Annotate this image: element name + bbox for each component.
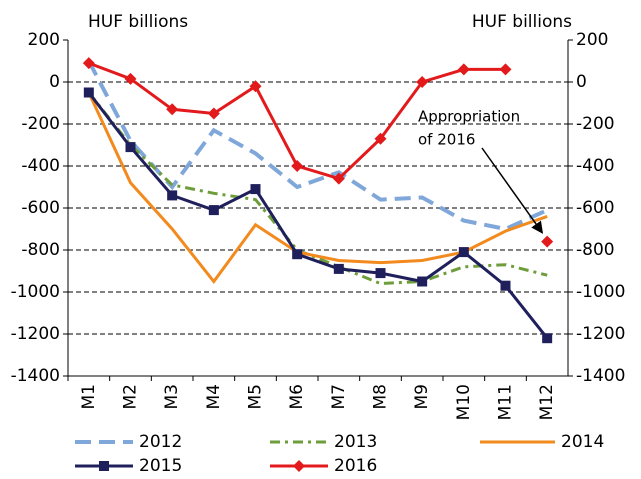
x-tick-label: M4 bbox=[204, 384, 224, 409]
legend-label: 2014 bbox=[561, 432, 604, 452]
marker bbox=[542, 333, 553, 344]
y-tick-label: -400 bbox=[21, 156, 60, 176]
marker bbox=[125, 142, 136, 153]
x-tick-label: M2 bbox=[121, 384, 141, 409]
x-tick-label: M6 bbox=[287, 384, 307, 409]
legend-marker bbox=[293, 460, 305, 472]
marker bbox=[499, 63, 512, 76]
y-tick-label: -1000 bbox=[11, 282, 60, 302]
legend-label: 2015 bbox=[139, 456, 182, 476]
legend-marker bbox=[99, 461, 109, 471]
marker bbox=[458, 247, 469, 258]
x-tick-label: M8 bbox=[371, 384, 391, 409]
y2-tick-label: -400 bbox=[576, 156, 615, 176]
y2-tick-label: -1000 bbox=[576, 282, 625, 302]
y2-tick-label: -200 bbox=[576, 114, 615, 134]
x-tick-label: M11 bbox=[496, 384, 516, 420]
y-tick-label: 0 bbox=[49, 72, 60, 92]
x-tick-label: M1 bbox=[79, 384, 99, 409]
x-tick-label: M7 bbox=[329, 384, 349, 409]
series-line bbox=[87, 91, 549, 340]
x-tick-label: M5 bbox=[246, 384, 266, 409]
y2-tick-label: -600 bbox=[576, 198, 615, 218]
legend-label: 2012 bbox=[139, 432, 182, 452]
y2-tick-label: 200 bbox=[576, 30, 608, 50]
marker bbox=[375, 268, 386, 279]
x-tick-label: M9 bbox=[412, 384, 432, 409]
marker bbox=[250, 184, 261, 195]
y-tick-label: 200 bbox=[28, 30, 60, 50]
y-tick-label: -800 bbox=[21, 240, 60, 260]
marker bbox=[416, 76, 429, 88]
y-tick-label: -600 bbox=[21, 198, 60, 218]
marker bbox=[457, 63, 470, 76]
series-line bbox=[87, 91, 548, 284]
y2-axis-title: HUF billions bbox=[472, 12, 572, 32]
marker bbox=[333, 263, 344, 274]
marker bbox=[292, 249, 303, 260]
x-tick-label: M12 bbox=[537, 384, 557, 420]
x-tick-label: M10 bbox=[454, 384, 474, 420]
marker bbox=[166, 103, 179, 116]
x-tick-label: M3 bbox=[162, 384, 182, 409]
y2-tick-label: -1400 bbox=[576, 366, 625, 386]
marker bbox=[417, 276, 428, 287]
y2-tick-label: -1200 bbox=[576, 324, 625, 344]
marker bbox=[500, 280, 511, 291]
marker bbox=[82, 57, 95, 70]
marker bbox=[208, 205, 219, 216]
marker bbox=[83, 87, 94, 98]
y-tick-label: -1400 bbox=[11, 366, 60, 386]
series-line bbox=[87, 91, 548, 286]
marker bbox=[124, 72, 137, 85]
y-tick-label: -200 bbox=[21, 114, 60, 134]
legend-label: 2016 bbox=[334, 456, 377, 476]
series-line bbox=[87, 60, 549, 232]
marker bbox=[207, 107, 220, 120]
y-axis-title: HUF billions bbox=[88, 12, 188, 32]
y-tick-label: -1200 bbox=[11, 324, 60, 344]
legend-label: 2013 bbox=[334, 432, 377, 452]
marker bbox=[541, 235, 554, 248]
y2-tick-label: 0 bbox=[576, 72, 587, 92]
marker bbox=[167, 190, 178, 201]
marker bbox=[332, 172, 345, 185]
marker bbox=[249, 80, 262, 93]
annotation-text: of 2016 bbox=[418, 131, 475, 149]
annotation-text: Appropriation bbox=[418, 108, 520, 126]
marker bbox=[374, 132, 387, 145]
y2-tick-label: -800 bbox=[576, 240, 615, 260]
marker bbox=[291, 160, 304, 172]
annotation-arrow bbox=[481, 147, 544, 234]
